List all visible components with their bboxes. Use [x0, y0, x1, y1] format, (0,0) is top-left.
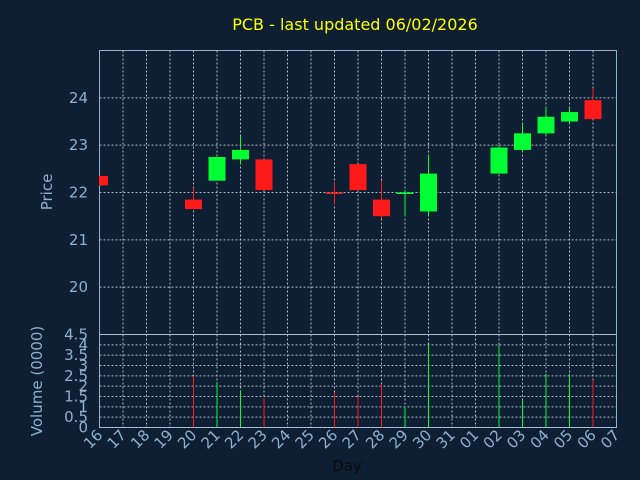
volume-y-tick-label: 2	[78, 377, 88, 395]
price-y-tick-label: 20	[69, 278, 88, 296]
x-tick-label: 28	[362, 426, 388, 452]
candle-body	[373, 199, 390, 217]
x-tick-label: 26	[315, 426, 341, 452]
volume-series	[193, 344, 594, 428]
volume-y-tick-label: 3	[78, 357, 88, 375]
x-tick-labels: 1617181920212223242526272829303101020304…	[80, 426, 623, 452]
chart-title: PCB - last updated 06/02/2026	[232, 15, 478, 34]
x-tick-label: 04	[527, 426, 553, 452]
volume-y-tick-labels: 00.511.522.533.544.5	[64, 326, 88, 437]
candlestick-series	[99, 88, 602, 219]
x-tick-label: 07	[597, 426, 623, 452]
price-y-tick-label: 22	[69, 184, 88, 202]
x-tick-label: 30	[409, 426, 435, 452]
volume-y-tick-label: 4.5	[64, 326, 88, 344]
volume-y-tick-label: 0.5	[64, 408, 88, 426]
x-tick-label: 19	[151, 426, 177, 452]
price-y-tick-label: 24	[69, 89, 88, 107]
price-axis-label: Price	[38, 174, 56, 211]
x-tick-label: 20	[174, 426, 200, 452]
volume-y-tick-label: 3.5	[64, 346, 88, 364]
candle-body	[584, 100, 602, 120]
volume-y-tick-label: 1.5	[64, 388, 88, 406]
price-grid	[99, 50, 617, 335]
x-tick-label: 22	[221, 426, 247, 452]
volume-y-tick-label: 0	[78, 419, 88, 437]
volume-y-tick-label: 2.5	[64, 367, 88, 385]
candle-body	[208, 157, 226, 181]
x-tick-label: 25	[292, 426, 318, 452]
x-tick-label: 06	[574, 426, 600, 452]
x-tick-label: 21	[198, 426, 224, 452]
candle-body	[514, 133, 531, 150]
candle-body	[255, 159, 273, 191]
x-tick-label: 03	[503, 426, 529, 452]
candle-body	[396, 192, 414, 194]
x-tick-label: 31	[433, 426, 459, 452]
volume-axis-label: Volume (0000)	[28, 326, 46, 436]
candle-body	[537, 116, 555, 134]
x-tick-label: 18	[127, 426, 153, 452]
x-tick-label: 05	[550, 426, 576, 452]
x-axis-label: Day	[332, 457, 362, 475]
x-tick-label: 27	[339, 426, 365, 452]
x-tick-label: 02	[480, 426, 506, 452]
price-y-tick-labels: 20 21 22 23 24	[69, 89, 88, 296]
x-tick-label: 23	[245, 426, 271, 452]
volume-y-tick-label: 1	[78, 398, 88, 416]
volume-y-tick-label: 4	[78, 336, 88, 354]
candle-body	[420, 173, 437, 212]
candle-body	[99, 175, 108, 186]
candle-body	[561, 112, 578, 122]
x-tick-label: 01	[456, 426, 482, 452]
candle-body	[326, 192, 343, 194]
price-y-tick-label: 21	[69, 231, 88, 249]
candle-body	[349, 164, 367, 191]
candle-body	[490, 147, 508, 174]
candle-body	[232, 149, 249, 160]
x-tick-label: 17	[104, 426, 130, 452]
x-tick-label: 24	[268, 426, 294, 452]
x-tick-label: 29	[386, 426, 412, 452]
price-y-tick-label: 23	[69, 136, 88, 154]
candle-body	[185, 199, 202, 210]
